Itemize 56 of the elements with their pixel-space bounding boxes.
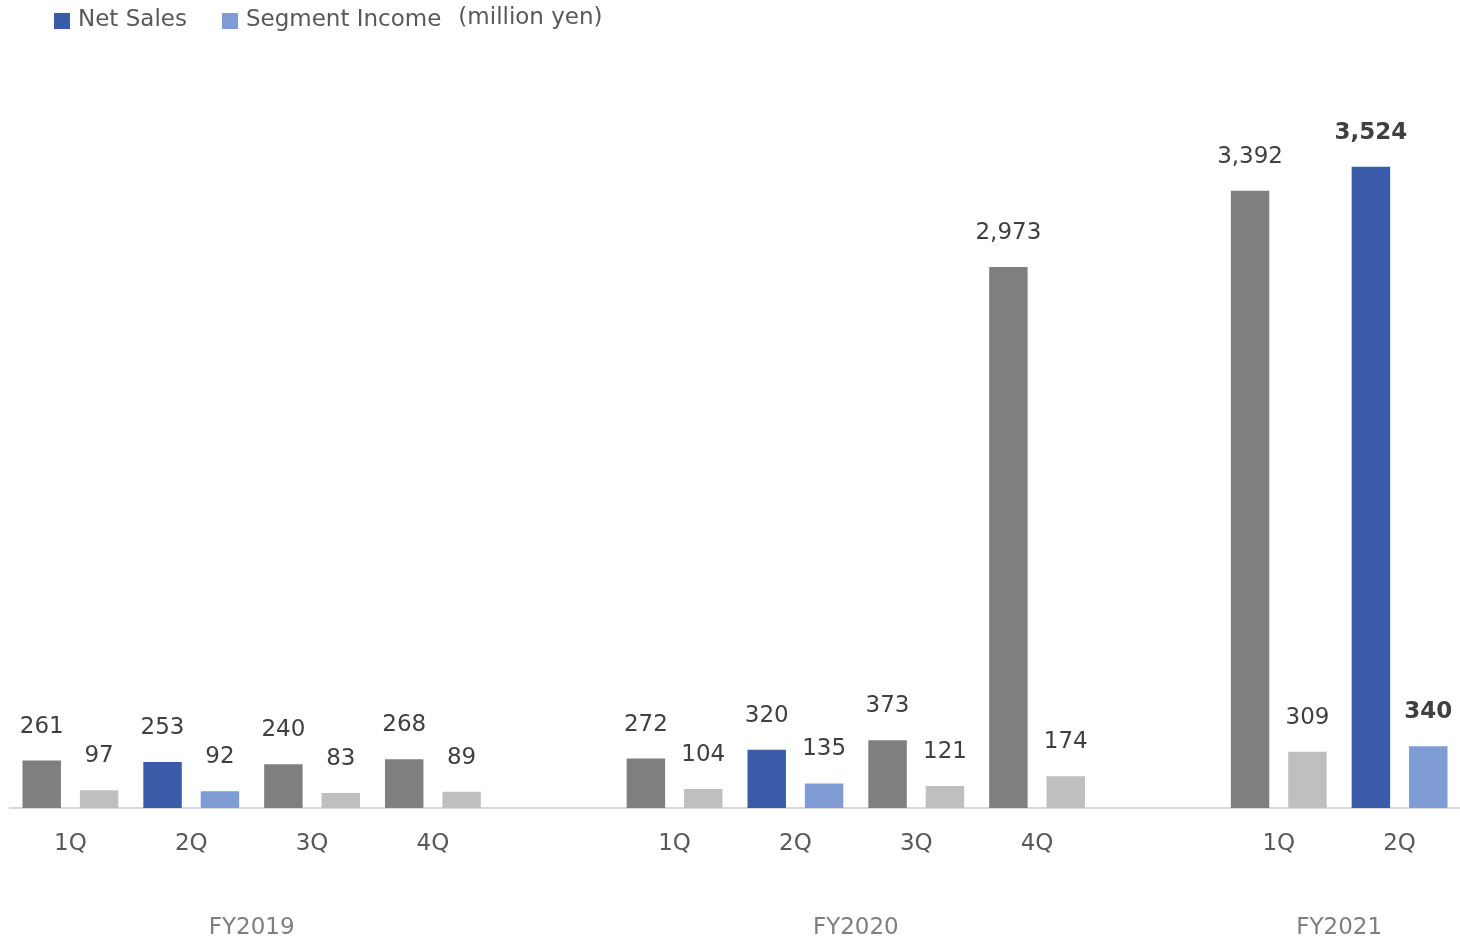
- data-label: 83: [326, 743, 356, 770]
- data-label: 240: [261, 715, 306, 742]
- bar: [200, 791, 240, 808]
- bar: [264, 764, 303, 808]
- data-label: 268: [382, 710, 427, 737]
- x-tick-label: 4Q: [1020, 828, 1054, 855]
- data-label: 135: [802, 734, 847, 761]
- data-label: 253: [140, 712, 185, 739]
- data-label: 373: [865, 691, 910, 718]
- text: FY2019: [208, 912, 295, 939]
- data-label: 340: [1404, 697, 1453, 724]
- bar: [1046, 776, 1086, 808]
- data-label: 2,973: [975, 218, 1042, 245]
- bar: [79, 790, 119, 808]
- bar: [1351, 166, 1391, 808]
- text: FY2021: [1296, 912, 1383, 939]
- x-tick-label: 4Q: [416, 828, 450, 855]
- bar: [1230, 190, 1270, 808]
- bar: [22, 760, 61, 808]
- x-tick-label: 2Q: [1383, 828, 1416, 855]
- legend-label: Segment Income: [245, 5, 442, 32]
- x-tick-label: 2Q: [174, 828, 208, 855]
- bar: [442, 791, 481, 808]
- x-tick-label: 3Q: [295, 828, 329, 855]
- data-label: 92: [205, 742, 235, 769]
- data-label: 174: [1043, 727, 1088, 754]
- data-label: 309: [1285, 702, 1330, 729]
- data-label: 272: [623, 709, 668, 736]
- bar: [925, 785, 965, 808]
- data-label: 3,524: [1334, 117, 1408, 144]
- text: (million yen): [458, 3, 603, 30]
- bar: [1288, 751, 1327, 808]
- data-label: 3,392: [1217, 141, 1283, 168]
- data-label: 320: [744, 700, 789, 727]
- data-label: 104: [681, 740, 726, 767]
- bar: [684, 789, 723, 808]
- x-tick-label: 2Q: [779, 828, 812, 855]
- text: FY2020: [812, 912, 899, 939]
- bar: [868, 740, 907, 808]
- bar: [143, 761, 182, 808]
- data-label: 121: [922, 736, 967, 763]
- bar: [1409, 746, 1448, 808]
- bar: [626, 758, 666, 808]
- x-tick-label: 3Q: [899, 828, 933, 855]
- x-tick-label: 1Q: [1262, 828, 1296, 855]
- data-label: 89: [446, 742, 477, 769]
- bar: [747, 749, 786, 808]
- legend-label: Net Sales: [78, 5, 187, 32]
- data-label: 97: [84, 741, 114, 768]
- bar: [804, 783, 844, 808]
- bar: [989, 267, 1028, 808]
- x-tick-label: 1Q: [54, 828, 87, 855]
- bar: [321, 792, 361, 808]
- x-tick-label: 1Q: [658, 828, 691, 855]
- data-label: 261: [19, 711, 64, 738]
- bar: [384, 759, 424, 808]
